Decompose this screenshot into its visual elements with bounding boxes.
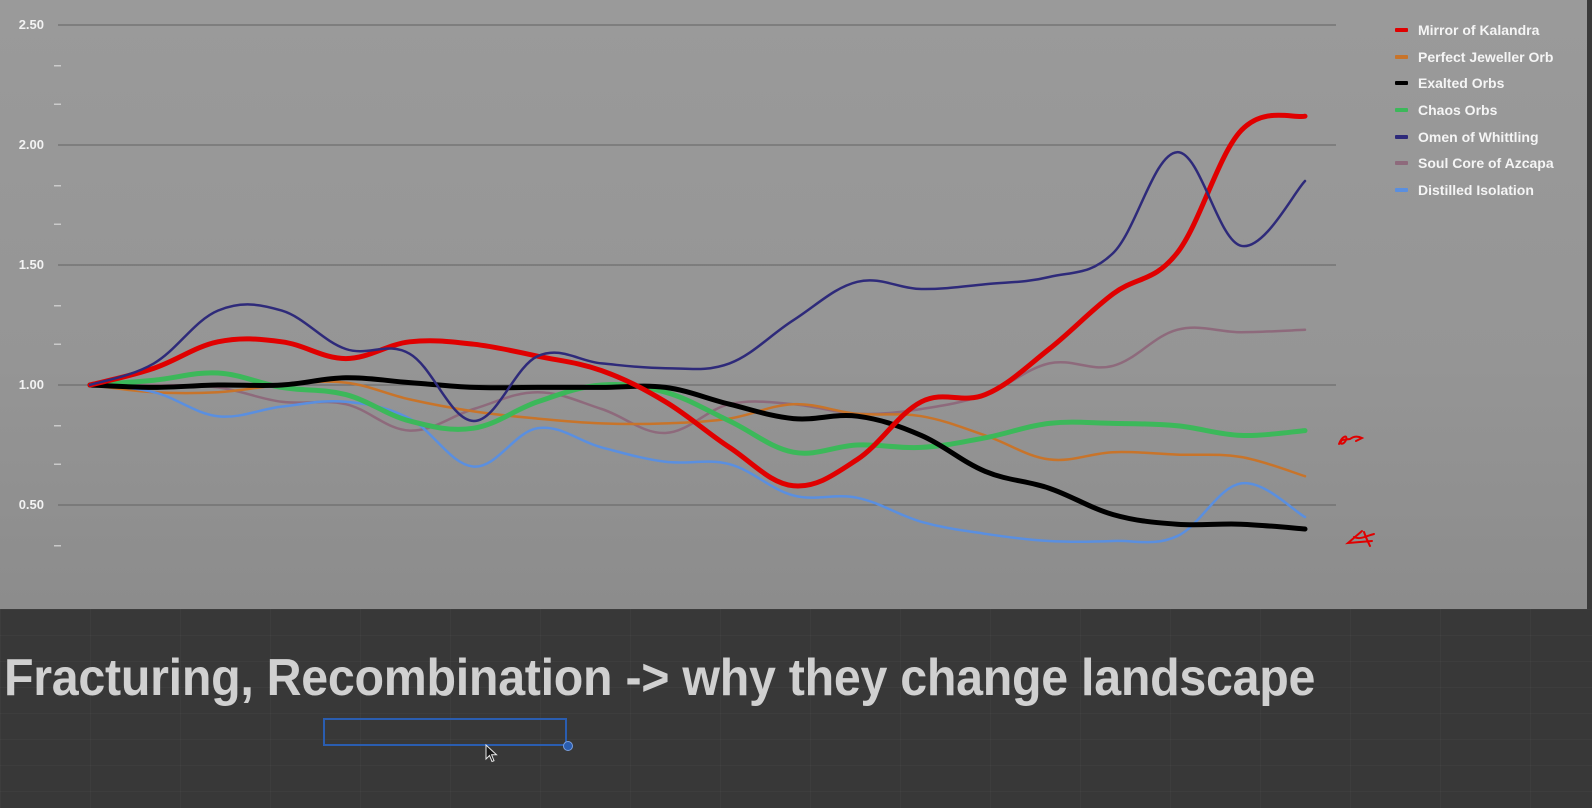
- legend-label: Soul Core of Azcapa: [1418, 155, 1554, 172]
- y-tick-label: 2.50: [18, 17, 44, 32]
- legend-swatch-icon: [1395, 161, 1408, 166]
- legend-swatch-icon: [1395, 134, 1408, 139]
- legend-swatch-icon: [1395, 187, 1408, 192]
- legend-label: Distilled Isolation: [1418, 181, 1534, 198]
- legend-label: Exalted Orbs: [1418, 75, 1505, 92]
- legend-item: Exalted Orbs: [1395, 70, 1554, 97]
- series-line-mirror-of-kalandra: [87, 112, 1308, 489]
- legend-label: Omen of Whittling: [1418, 128, 1539, 145]
- series-line-exalted-orbs: [87, 375, 1308, 532]
- legend-label: Perfect Jeweller Orb: [1418, 48, 1554, 65]
- spreadsheet-background: [0, 609, 1592, 808]
- y-tick-label: 2.00: [18, 137, 44, 152]
- fill-handle[interactable]: [563, 741, 573, 751]
- hand-drawn-annotation-chaos: [1338, 435, 1365, 445]
- legend-item: Omen of Whittling: [1395, 123, 1554, 150]
- mouse-cursor-icon: [485, 744, 498, 763]
- legend-item: Mirror of Kalandra: [1395, 17, 1554, 44]
- legend-label: Mirror of Kalandra: [1418, 22, 1540, 39]
- chart-panel: 2.50 2.00 1.50 1.00 0.50 Mirror of Kalandra P…: [0, 0, 1587, 609]
- slide-title: Fracturing, Recombination -> why they ch…: [4, 649, 1316, 707]
- legend-swatch-icon: [1395, 54, 1408, 59]
- series-line-omen-of-whittling: [88, 150, 1307, 423]
- legend-item: Soul Core of Azcapa: [1395, 150, 1554, 177]
- legend-item: Perfect Jeweller Orb: [1395, 44, 1554, 71]
- series-line-distilled-isolation: [88, 383, 1307, 544]
- legend-item: Distilled Isolation: [1395, 177, 1554, 204]
- y-tick-label: 1.50: [18, 257, 44, 272]
- legend-item: Chaos Orbs: [1395, 97, 1554, 124]
- legend-swatch-icon: [1395, 108, 1408, 113]
- y-tick-label: 0.50: [18, 497, 44, 512]
- series-line-soul-core-of-azcapa: [88, 326, 1307, 435]
- chart-legend: Mirror of Kalandra Perfect Jeweller Orb Ex…: [1395, 17, 1554, 203]
- line-chart: [54, 24, 1336, 547]
- legend-swatch-icon: [1395, 28, 1408, 33]
- series-line-chaos-orbs: [87, 370, 1308, 456]
- legend-label: Chaos Orbs: [1418, 102, 1498, 119]
- window-edge: [1587, 0, 1592, 609]
- legend-swatch-icon: [1395, 81, 1408, 86]
- selected-cell-box[interactable]: [323, 718, 567, 746]
- hand-drawn-annotation-exalted: [1345, 530, 1375, 547]
- y-tick-label: 1.00: [18, 377, 44, 392]
